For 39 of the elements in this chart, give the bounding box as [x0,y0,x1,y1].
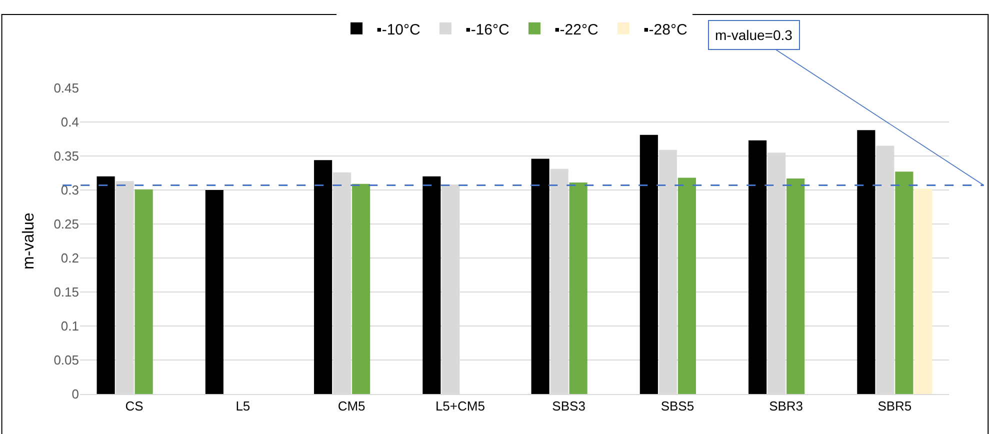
x-tick-label: CS [125,398,144,414]
y-tick-label: 0.15 [54,284,79,300]
y-tick-label: 0.1 [60,318,79,334]
y-tick-label: 0.4 [60,114,79,130]
legend-label: ▪-28°C [643,21,688,38]
y-tick-label: 0.3 [60,182,79,198]
y-tick-label: 0.05 [54,352,79,368]
bar [205,190,224,394]
bar [314,160,332,394]
legend-label: ▪-10°C [376,21,420,38]
y-tick-label: 0 [72,386,79,402]
bar [422,176,441,394]
bar [134,189,153,394]
bar [895,172,914,394]
y-tick-label: 0.45 [54,80,79,96]
x-tick-label: SBS5 [660,398,694,414]
x-tick-label: L5 [236,398,250,414]
x-tick-label: SBS3 [552,398,586,414]
bar [678,178,696,394]
x-tick-label: CM5 [338,398,366,414]
legend-label: ▪-22°C [554,21,598,38]
x-tick-label: L5+CM5 [435,398,485,414]
bar [96,176,115,394]
y-tick-label: 0.35 [54,148,79,164]
bar [857,130,876,394]
ref-line-label: m-value=0.3 [715,27,793,43]
legend-label: ▪-16°C [465,21,510,38]
x-tick-label: SBR5 [878,398,912,414]
y-tick-label: 0.25 [54,216,79,232]
bar [786,178,805,394]
x-tick-label: SBR3 [769,398,804,414]
bar [352,184,370,394]
bar [569,182,588,394]
bar [531,158,550,394]
y-tick-label: 0.2 [60,250,79,266]
bar [640,134,658,394]
y-axis-title: m-value [20,212,38,270]
bar [914,188,932,394]
bar [748,140,767,394]
